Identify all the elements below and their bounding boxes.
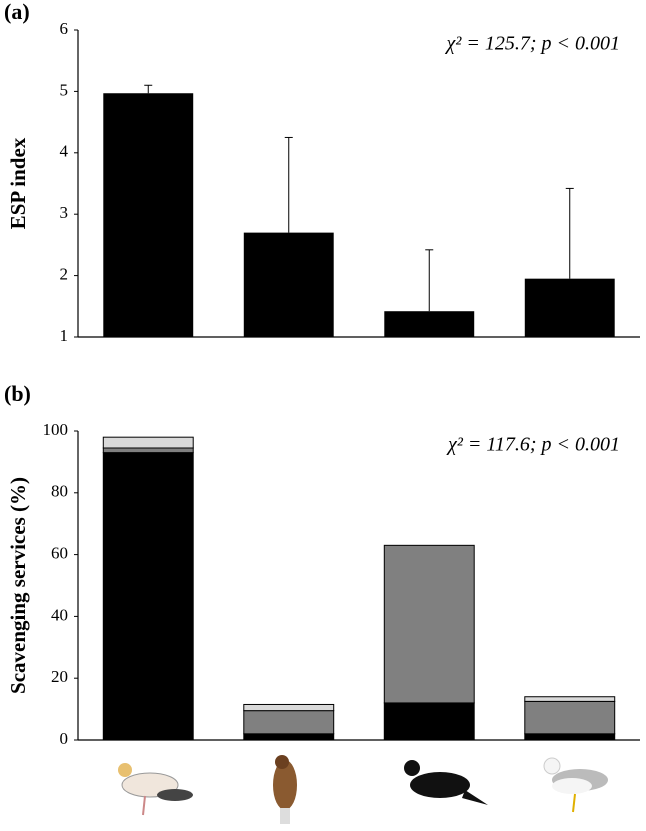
bar <box>524 278 615 337</box>
y-tick-label: 1 <box>60 326 69 345</box>
bar-segment <box>243 710 335 735</box>
bar-segment <box>243 733 335 741</box>
bar <box>243 232 334 337</box>
panel-label: (a) <box>4 0 30 24</box>
y-tick-label: 0 <box>60 729 69 748</box>
y-tick-label: 3 <box>60 203 69 222</box>
raven-icon <box>404 760 488 805</box>
bar-segment <box>102 447 194 454</box>
bird-icons <box>118 755 608 824</box>
buzzard-icon <box>273 755 297 824</box>
y-tick-label: 6 <box>60 19 69 38</box>
y-tick-label: 60 <box>51 544 68 563</box>
bar <box>103 93 194 337</box>
y-tick-label: 20 <box>51 667 68 686</box>
bar-segment <box>383 702 475 741</box>
annotation: χ² = 125.7; p < 0.001 <box>445 33 620 55</box>
panel-label: (b) <box>4 381 31 406</box>
y-tick-label: 5 <box>60 80 69 99</box>
y-axis-label: Scavenging services (%) <box>6 477 30 694</box>
bar-segment <box>383 544 475 704</box>
gull-icon <box>543 757 608 813</box>
y-tick-label: 4 <box>60 142 69 161</box>
bar-segment <box>243 703 335 712</box>
y-tick-label: 40 <box>51 605 68 624</box>
y-tick-label: 100 <box>43 420 69 439</box>
bar-segment <box>102 436 194 449</box>
y-tick-label: 80 <box>51 482 68 501</box>
bar-segment <box>524 700 616 735</box>
bar-segment <box>102 452 194 741</box>
bar <box>384 311 475 337</box>
y-tick-label: 2 <box>60 265 69 284</box>
y-axis-label: ESP index <box>6 137 30 229</box>
bar-segment <box>524 696 616 702</box>
annotation: χ² = 117.6; p < 0.001 <box>446 434 620 456</box>
vulture-icon <box>118 763 193 816</box>
bar-segment <box>524 733 616 741</box>
